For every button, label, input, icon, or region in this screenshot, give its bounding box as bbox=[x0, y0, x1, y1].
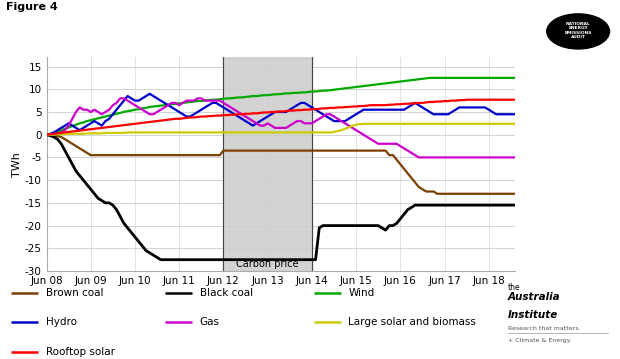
Text: Carbon price: Carbon price bbox=[236, 259, 299, 269]
Ellipse shape bbox=[547, 14, 609, 49]
Text: Hydro: Hydro bbox=[46, 317, 77, 327]
Text: Large solar and biomass: Large solar and biomass bbox=[348, 317, 476, 327]
Text: Rooftop solar: Rooftop solar bbox=[46, 347, 115, 357]
Text: Wind: Wind bbox=[348, 288, 374, 298]
Text: Figure 4: Figure 4 bbox=[6, 2, 58, 12]
Text: NATIONAL
ENERGY
EMISSIONS
AUDIT: NATIONAL ENERGY EMISSIONS AUDIT bbox=[564, 22, 592, 39]
Bar bbox=[223, 57, 312, 271]
Text: Australia: Australia bbox=[508, 292, 560, 302]
Text: Gas: Gas bbox=[200, 317, 219, 327]
Text: Brown coal: Brown coal bbox=[46, 288, 104, 298]
Y-axis label: TWh: TWh bbox=[12, 152, 22, 177]
Text: Black coal: Black coal bbox=[200, 288, 253, 298]
Text: the: the bbox=[508, 283, 520, 292]
Text: + Climate & Energy.: + Climate & Energy. bbox=[508, 338, 571, 343]
Text: Research that matters.: Research that matters. bbox=[508, 326, 580, 331]
Text: Changes in electricity generation by fuel type: Changes in electricity generation by fue… bbox=[6, 25, 313, 38]
Text: Institute: Institute bbox=[508, 311, 558, 320]
